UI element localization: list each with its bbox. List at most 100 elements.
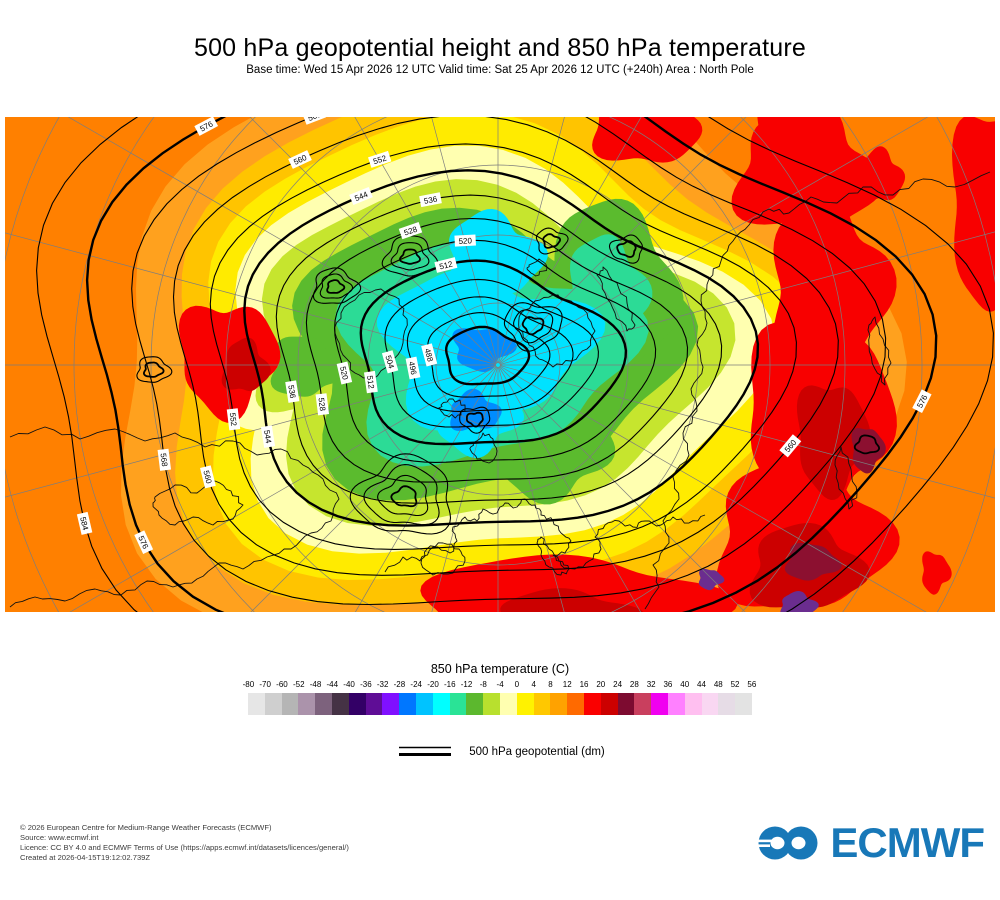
contour-level-576	[85, 117, 938, 612]
svg-text:488: 488	[423, 347, 435, 363]
colorbar-segment	[432, 693, 450, 715]
colorbar-tick-label: 12	[562, 680, 572, 689]
colorbar-segment	[315, 693, 332, 715]
closed-low-contours	[136, 227, 881, 535]
colorbar-tick-label: -52	[292, 680, 305, 689]
svg-text:552: 552	[228, 412, 239, 427]
source-line: Source: www.ecmwf.int	[20, 833, 99, 842]
contour-label: 528	[315, 393, 330, 416]
weather-map: 5845845765765765685685605605605525525445…	[5, 117, 995, 612]
contour-level-584	[36, 117, 994, 612]
colorbar-tick-label: -60	[276, 680, 288, 689]
contour-label: 536	[419, 192, 442, 208]
colorbar-segment	[348, 693, 366, 715]
contour-level-552	[209, 143, 797, 550]
colorbar-segment	[365, 693, 383, 715]
colorbar-segment	[331, 693, 349, 715]
colorbar-tick-label: -70	[259, 680, 271, 689]
colorbar-tick-label: -20	[427, 680, 439, 689]
svg-text:512: 512	[438, 259, 454, 271]
contour-label: 504	[381, 350, 399, 374]
colorbar-segment	[583, 693, 601, 715]
contour-level-496	[406, 296, 574, 412]
contour-label: 560	[288, 150, 312, 169]
colorbar-segment	[651, 693, 668, 715]
contour-level-560	[172, 117, 839, 576]
contour-level-544	[243, 169, 760, 527]
colorbar-segment	[617, 693, 635, 715]
colorbar-segment	[298, 693, 316, 715]
colorbar-tick-label: -4	[496, 680, 504, 689]
colorbar-segment	[701, 693, 719, 715]
colorbar-tick-label: -40	[343, 680, 355, 689]
colorbar-tick-label: 24	[613, 680, 623, 689]
svg-text:512: 512	[365, 375, 376, 390]
contour-label: 536	[285, 380, 300, 403]
svg-text:504: 504	[383, 354, 395, 370]
svg-text:520: 520	[338, 366, 350, 382]
colorbar-tick-label: -44	[326, 680, 339, 689]
colorbar-segment	[399, 693, 416, 715]
colorbar-segment	[600, 693, 618, 715]
contour-label: 512	[363, 370, 378, 394]
colorbar-segment	[264, 693, 282, 715]
contour-level-536	[275, 194, 723, 504]
geopotential-legend: 500 hPa geopotential (dm)	[0, 743, 1000, 760]
graticule	[5, 117, 995, 612]
contour-level-512	[359, 259, 628, 446]
colorbar-segment	[550, 693, 568, 715]
colorbar-segment	[281, 693, 299, 715]
contour-label: 552	[368, 150, 392, 168]
colorbar-tick-label: 8	[548, 680, 553, 689]
colorbar-tick-label: 44	[697, 680, 706, 689]
chart-subtitle: Base time: Wed 15 Apr 2026 12 UTC Valid …	[246, 64, 754, 76]
ecmwf-logo-icon	[756, 826, 818, 860]
temperature-shading	[121, 117, 907, 612]
licence-line: Licence: CC BY 4.0 and ECMWF Terms of Us…	[20, 843, 349, 852]
svg-text:536: 536	[286, 384, 297, 399]
svg-text:528: 528	[403, 224, 419, 237]
colorbar-segment	[382, 693, 400, 715]
colorbar-tick-label: 56	[747, 680, 757, 689]
colorbar-tick-label: 48	[713, 680, 723, 689]
colorbar-segment	[567, 693, 584, 715]
svg-text:560: 560	[201, 469, 213, 485]
ecmwf-logo: ECMWF	[756, 819, 985, 866]
colorbar-tick-label: 20	[596, 680, 606, 689]
colorbar-tick-label: 52	[730, 680, 740, 689]
footer: © 2026 European Centre for Medium-Range …	[20, 823, 349, 863]
colorbar-segment	[483, 693, 500, 715]
svg-text:544: 544	[262, 429, 273, 444]
contour-level-480	[444, 325, 531, 386]
page-title: 500 hPa geopotential height and 850 hPa …	[193, 33, 807, 62]
svg-text:568: 568	[159, 453, 170, 468]
contour-label: 520	[336, 361, 353, 385]
svg-text:536: 536	[423, 194, 438, 205]
colorbar-segment	[718, 693, 736, 715]
contour-label: 560	[200, 465, 216, 489]
colorbar-tick-label: -16	[443, 680, 456, 689]
ecmwf-logo-text: ECMWF	[830, 819, 985, 866]
colorbar-tick-label: -8	[479, 680, 487, 689]
colorbar-tick-label: -48	[309, 680, 322, 689]
colorbar-segment	[735, 693, 752, 715]
colorbar-ticks: -80 -70 -60 -52 -48 -44 -40 -36 -32 -28 -24 -20 -16-…	[240, 680, 760, 689]
colorbar-tick-label: -12	[460, 680, 473, 689]
contour-label: 544	[260, 425, 276, 448]
colorbar-tick-label: 32	[646, 680, 656, 689]
colorbar-tick-label: -36	[360, 680, 372, 689]
colorbar-tick-label: 4	[531, 680, 536, 689]
colorbar	[248, 693, 752, 715]
colorbar-segment	[449, 693, 467, 715]
colorbar-segment	[667, 693, 685, 715]
created-line: Created at 2026-04-15T19:12:02.739Z	[20, 853, 151, 862]
colorbar-segment	[533, 693, 551, 715]
svg-text:496: 496	[407, 361, 418, 376]
svg-text:520: 520	[458, 236, 472, 246]
geopotential-legend-label: 500 hPa geopotential (dm)	[469, 745, 605, 758]
colorbar-tick-label: -32	[376, 680, 389, 689]
colorbar-tick-label: 40	[680, 680, 690, 689]
contour-label: 584	[76, 511, 93, 535]
colorbar-segment	[634, 693, 652, 715]
